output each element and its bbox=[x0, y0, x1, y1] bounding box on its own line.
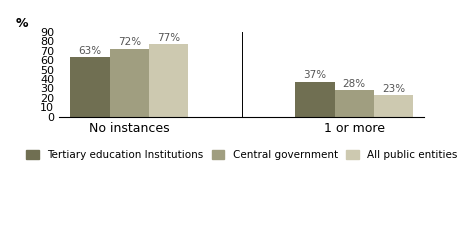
Bar bbox=[295, 82, 334, 117]
Text: 28%: 28% bbox=[342, 79, 366, 89]
Text: 23%: 23% bbox=[382, 84, 405, 94]
Bar bbox=[334, 90, 374, 117]
Bar bbox=[70, 57, 110, 117]
Text: %: % bbox=[15, 17, 28, 30]
Text: 63%: 63% bbox=[78, 46, 102, 56]
Bar bbox=[110, 49, 149, 117]
Bar bbox=[374, 95, 413, 117]
Text: 72%: 72% bbox=[118, 37, 141, 47]
Text: 77%: 77% bbox=[157, 33, 180, 43]
Legend: Tertiary education Institutions, Central government, All public entities: Tertiary education Institutions, Central… bbox=[22, 146, 461, 164]
Bar bbox=[149, 44, 189, 117]
Text: 37%: 37% bbox=[304, 70, 326, 80]
